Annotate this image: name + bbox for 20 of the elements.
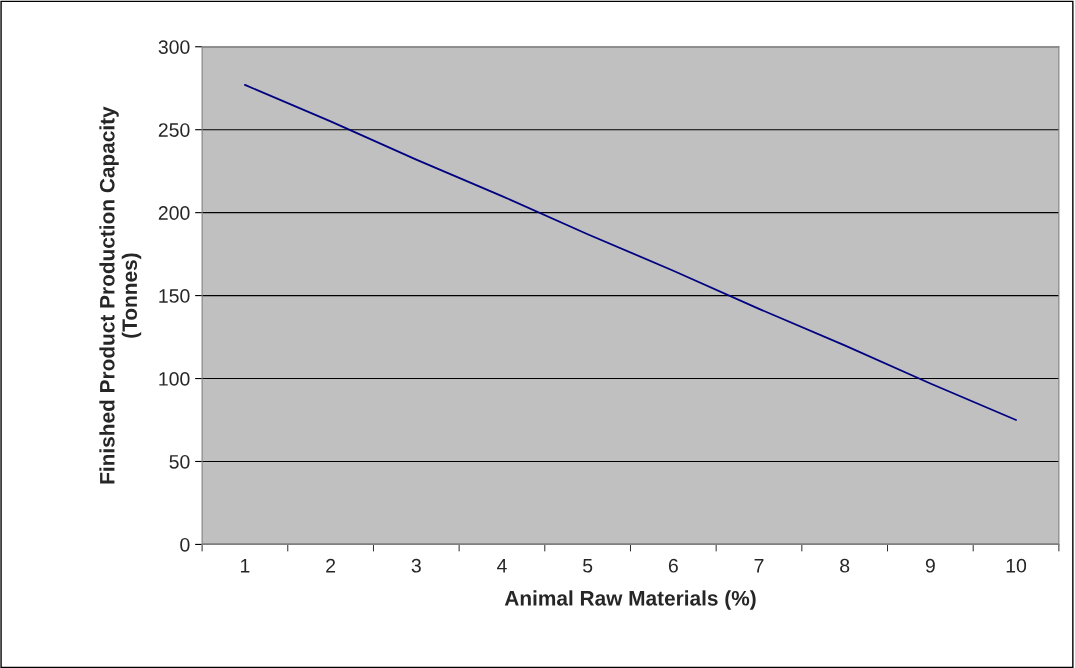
line-series — [244, 84, 1017, 421]
x-tick-label: 2 — [326, 558, 336, 573]
x-tick-label: 8 — [840, 558, 850, 573]
y-tick-label: 100 — [159, 372, 190, 386]
x-tick-label: 3 — [411, 558, 421, 573]
y-tick-label: 250 — [158, 123, 190, 137]
x-tick-label: 1 — [241, 559, 250, 573]
x-axis-title: Animal Raw Materials (%) — [504, 590, 756, 610]
x-tick-label: 7 — [754, 559, 764, 573]
y-tick-label: 150 — [159, 289, 190, 303]
y-axis-title: Finished Product Production Capacity (Tonnes) — [99, 106, 142, 484]
y-tick-label: 200 — [158, 206, 190, 220]
x-tick-label: 6 — [668, 558, 678, 573]
x-tick-label: 9 — [925, 558, 935, 573]
x-tick-label: 5 — [583, 559, 593, 573]
x-tick-label: 4 — [497, 559, 507, 573]
y-tick-label: 50 — [169, 454, 190, 469]
y-tick-label: 0 — [180, 537, 190, 552]
y-tick-label: 300 — [158, 40, 190, 54]
x-tick-label: 10 — [1006, 558, 1027, 573]
